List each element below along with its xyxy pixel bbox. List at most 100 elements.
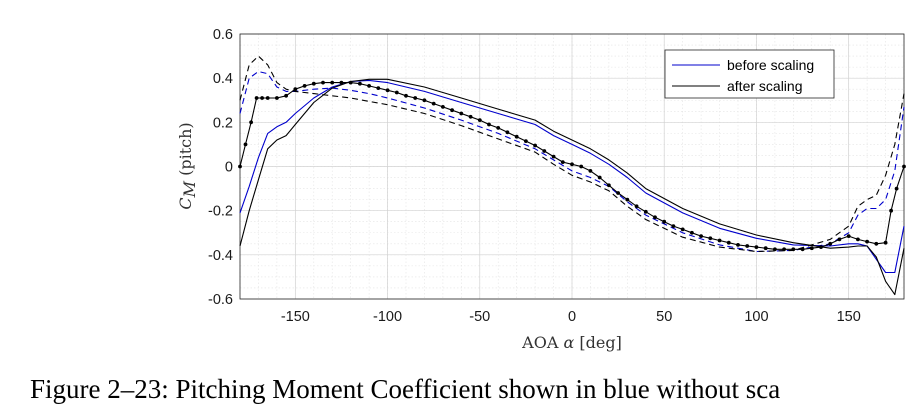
series-line-0 bbox=[239, 79, 905, 274]
tick-labels: -150 -100 -50 0 50 100 150 -0.6 -0.4 -0.2 0 0.2 0.4 0… bbox=[208, 27, 861, 325]
series-marker bbox=[690, 230, 694, 235]
series-marker bbox=[745, 244, 750, 248]
series-marker bbox=[856, 237, 860, 242]
series-marker bbox=[819, 245, 823, 250]
series-marker bbox=[883, 240, 888, 245]
series-marker bbox=[889, 208, 893, 213]
series-marker bbox=[782, 247, 786, 252]
series-marker bbox=[385, 88, 390, 93]
series-marker bbox=[496, 126, 501, 130]
series-marker bbox=[800, 247, 805, 252]
legend-label-before: before scaling bbox=[727, 57, 814, 73]
series-marker bbox=[413, 96, 418, 100]
series-marker bbox=[542, 149, 547, 153]
series-marker bbox=[394, 90, 399, 95]
series-marker bbox=[653, 215, 657, 220]
series-marker bbox=[754, 245, 759, 250]
legend-box bbox=[664, 49, 835, 99]
series-marker bbox=[643, 209, 648, 214]
series-marker bbox=[570, 162, 574, 167]
series-marker bbox=[514, 134, 519, 139]
y-tick-label: 0.6 bbox=[213, 27, 233, 43]
series-marker bbox=[330, 80, 335, 85]
x-tick-label: 150 bbox=[837, 309, 861, 325]
series-marker bbox=[902, 164, 906, 169]
series-marker bbox=[671, 224, 676, 229]
series-marker bbox=[588, 169, 593, 173]
series-marker bbox=[524, 139, 528, 144]
series-marker bbox=[809, 246, 814, 251]
series-marker bbox=[763, 246, 768, 251]
series-marker bbox=[254, 96, 259, 100]
x-tick-label: -150 bbox=[281, 309, 310, 325]
y-axis-label: CM (pitch) bbox=[176, 122, 199, 209]
legend: before scaling after scaling bbox=[664, 49, 835, 99]
series-marker bbox=[487, 122, 491, 127]
series-marker bbox=[662, 219, 667, 224]
series-marker bbox=[265, 96, 270, 100]
series-marker bbox=[311, 81, 316, 86]
series-marker bbox=[284, 93, 288, 98]
series-marker bbox=[249, 120, 254, 125]
series-marker bbox=[865, 239, 869, 244]
y-tick-label: -0.6 bbox=[208, 292, 233, 308]
x-tick-label: 100 bbox=[744, 309, 768, 325]
series-marker bbox=[260, 96, 264, 100]
x-axis-label: AOA α [deg] bbox=[521, 333, 622, 352]
series-marker bbox=[607, 183, 611, 188]
series-marker bbox=[680, 227, 685, 232]
series-marker bbox=[708, 236, 713, 241]
series-marker bbox=[874, 241, 879, 246]
y-tick-label: -0.2 bbox=[208, 204, 233, 220]
series-marker bbox=[894, 186, 899, 191]
series-layer bbox=[238, 55, 906, 296]
series-marker bbox=[404, 93, 408, 98]
series-marker bbox=[699, 234, 703, 239]
y-tick-label: 0.2 bbox=[213, 115, 233, 131]
series-marker bbox=[339, 80, 344, 85]
series-marker bbox=[358, 81, 362, 86]
series-marker bbox=[431, 101, 436, 106]
series-marker bbox=[243, 142, 248, 147]
series-marker bbox=[828, 241, 833, 246]
y-tick-label: 0.4 bbox=[213, 71, 233, 87]
series-line-2 bbox=[239, 78, 905, 296]
series-marker bbox=[422, 98, 427, 103]
series-marker bbox=[238, 164, 242, 169]
legend-label-after: after scaling bbox=[727, 78, 802, 94]
series-marker bbox=[477, 118, 482, 122]
series-marker bbox=[551, 154, 556, 159]
y-tick-label: -0.4 bbox=[208, 248, 233, 264]
figure-caption: Figure 2–23: Pitching Moment Coefficient… bbox=[30, 374, 781, 404]
series-marker bbox=[560, 160, 565, 165]
series-marker bbox=[773, 247, 777, 252]
series-marker bbox=[275, 96, 279, 100]
series-marker bbox=[505, 130, 510, 135]
series-line-3 bbox=[239, 55, 905, 253]
series-marker bbox=[348, 80, 353, 85]
series-marker bbox=[616, 191, 620, 195]
series-line-4 bbox=[239, 82, 905, 250]
series-marker bbox=[321, 80, 325, 85]
series-marker bbox=[597, 175, 602, 180]
series-marker bbox=[717, 238, 722, 243]
series-marker bbox=[736, 243, 740, 247]
series-marker bbox=[468, 114, 473, 119]
x-tick-label: -50 bbox=[469, 309, 490, 325]
x-tick-label: -100 bbox=[373, 309, 402, 325]
series-marker bbox=[634, 204, 639, 209]
series-marker bbox=[450, 108, 454, 113]
series-line-1 bbox=[239, 70, 905, 253]
pitching-moment-chart: -150 -100 -50 0 50 100 150 -0.6 -0.4 -0.2 0 0.2 0.4 0… bbox=[176, 27, 906, 352]
series-marker bbox=[376, 86, 381, 90]
x-tick-label: 50 bbox=[656, 309, 672, 325]
series-marker bbox=[302, 84, 307, 88]
series-marker bbox=[441, 105, 445, 109]
series-marker bbox=[625, 197, 630, 202]
x-tick-label: 0 bbox=[568, 309, 576, 325]
series-marker bbox=[533, 143, 537, 148]
y-tick-label: 0 bbox=[225, 160, 233, 176]
series-marker bbox=[726, 240, 731, 245]
series-marker bbox=[367, 84, 371, 88]
